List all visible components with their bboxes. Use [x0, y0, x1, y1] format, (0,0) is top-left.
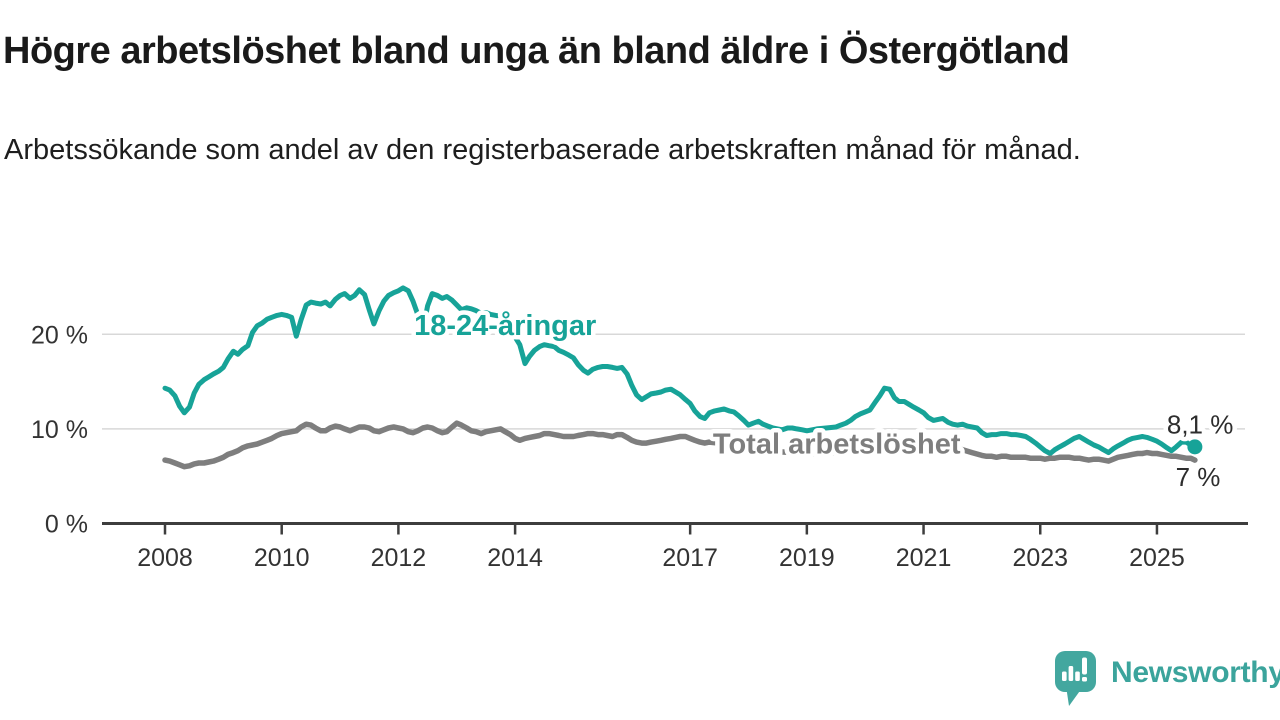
x-axis-tick-label: 2023	[1012, 544, 1068, 572]
x-axis-tick-label: 2008	[137, 544, 193, 572]
series-label-0: 18-24-åringar	[414, 310, 596, 342]
series-label-1: Total arbetslöshet	[713, 428, 961, 460]
series-end-dot-0	[1187, 439, 1203, 455]
newsworthy-logo: Newsworthy	[1054, 650, 1280, 708]
exclamation-dot	[1082, 677, 1087, 682]
chart-canvas: 0 % 10 % 20 % 2008 2010 2012 2014 2017 2019 2021 2…	[31, 285, 1248, 572]
end-value-label-0: 8,1 %	[1167, 410, 1234, 440]
y-axis-tick-label: 10 %	[31, 416, 88, 444]
x-axis-tick-label: 2014	[487, 544, 543, 572]
x-axis-tick-label: 2021	[896, 544, 952, 572]
y-axis-tick-label: 20 %	[31, 321, 88, 349]
newsworthy-logo-icon	[1055, 651, 1096, 706]
x-axis-tick-label: 2017	[662, 544, 718, 572]
end-value-label-1: 7 %	[1176, 462, 1221, 492]
x-axis-tick-label: 2025	[1129, 544, 1185, 572]
speech-bubble-shape	[1055, 651, 1096, 692]
x-axis-tick-label: 2019	[779, 544, 835, 572]
speech-bubble-tail	[1066, 686, 1082, 706]
page-title: Högre arbetslöshet bland unga än bland ä…	[3, 30, 1070, 72]
y-axis-tick-label: 0 %	[45, 511, 88, 539]
bar-chart-glyph	[1062, 657, 1087, 682]
exclamation-bar	[1082, 657, 1087, 675]
page-subtitle: Arbetssökande som andel av den registerb…	[4, 134, 1081, 166]
newsworthy-logo-text: Newsworthy	[1111, 656, 1280, 689]
series-line-1	[162, 420, 1198, 470]
line-chart: 0 % 10 % 20 % 2008 2010 2012 2014 2017 2019 2021 2…	[0, 250, 1280, 590]
series-line-0	[162, 285, 1198, 456]
x-axis-tick-label: 2012	[371, 544, 427, 572]
x-axis-tick-label: 2010	[254, 544, 310, 572]
